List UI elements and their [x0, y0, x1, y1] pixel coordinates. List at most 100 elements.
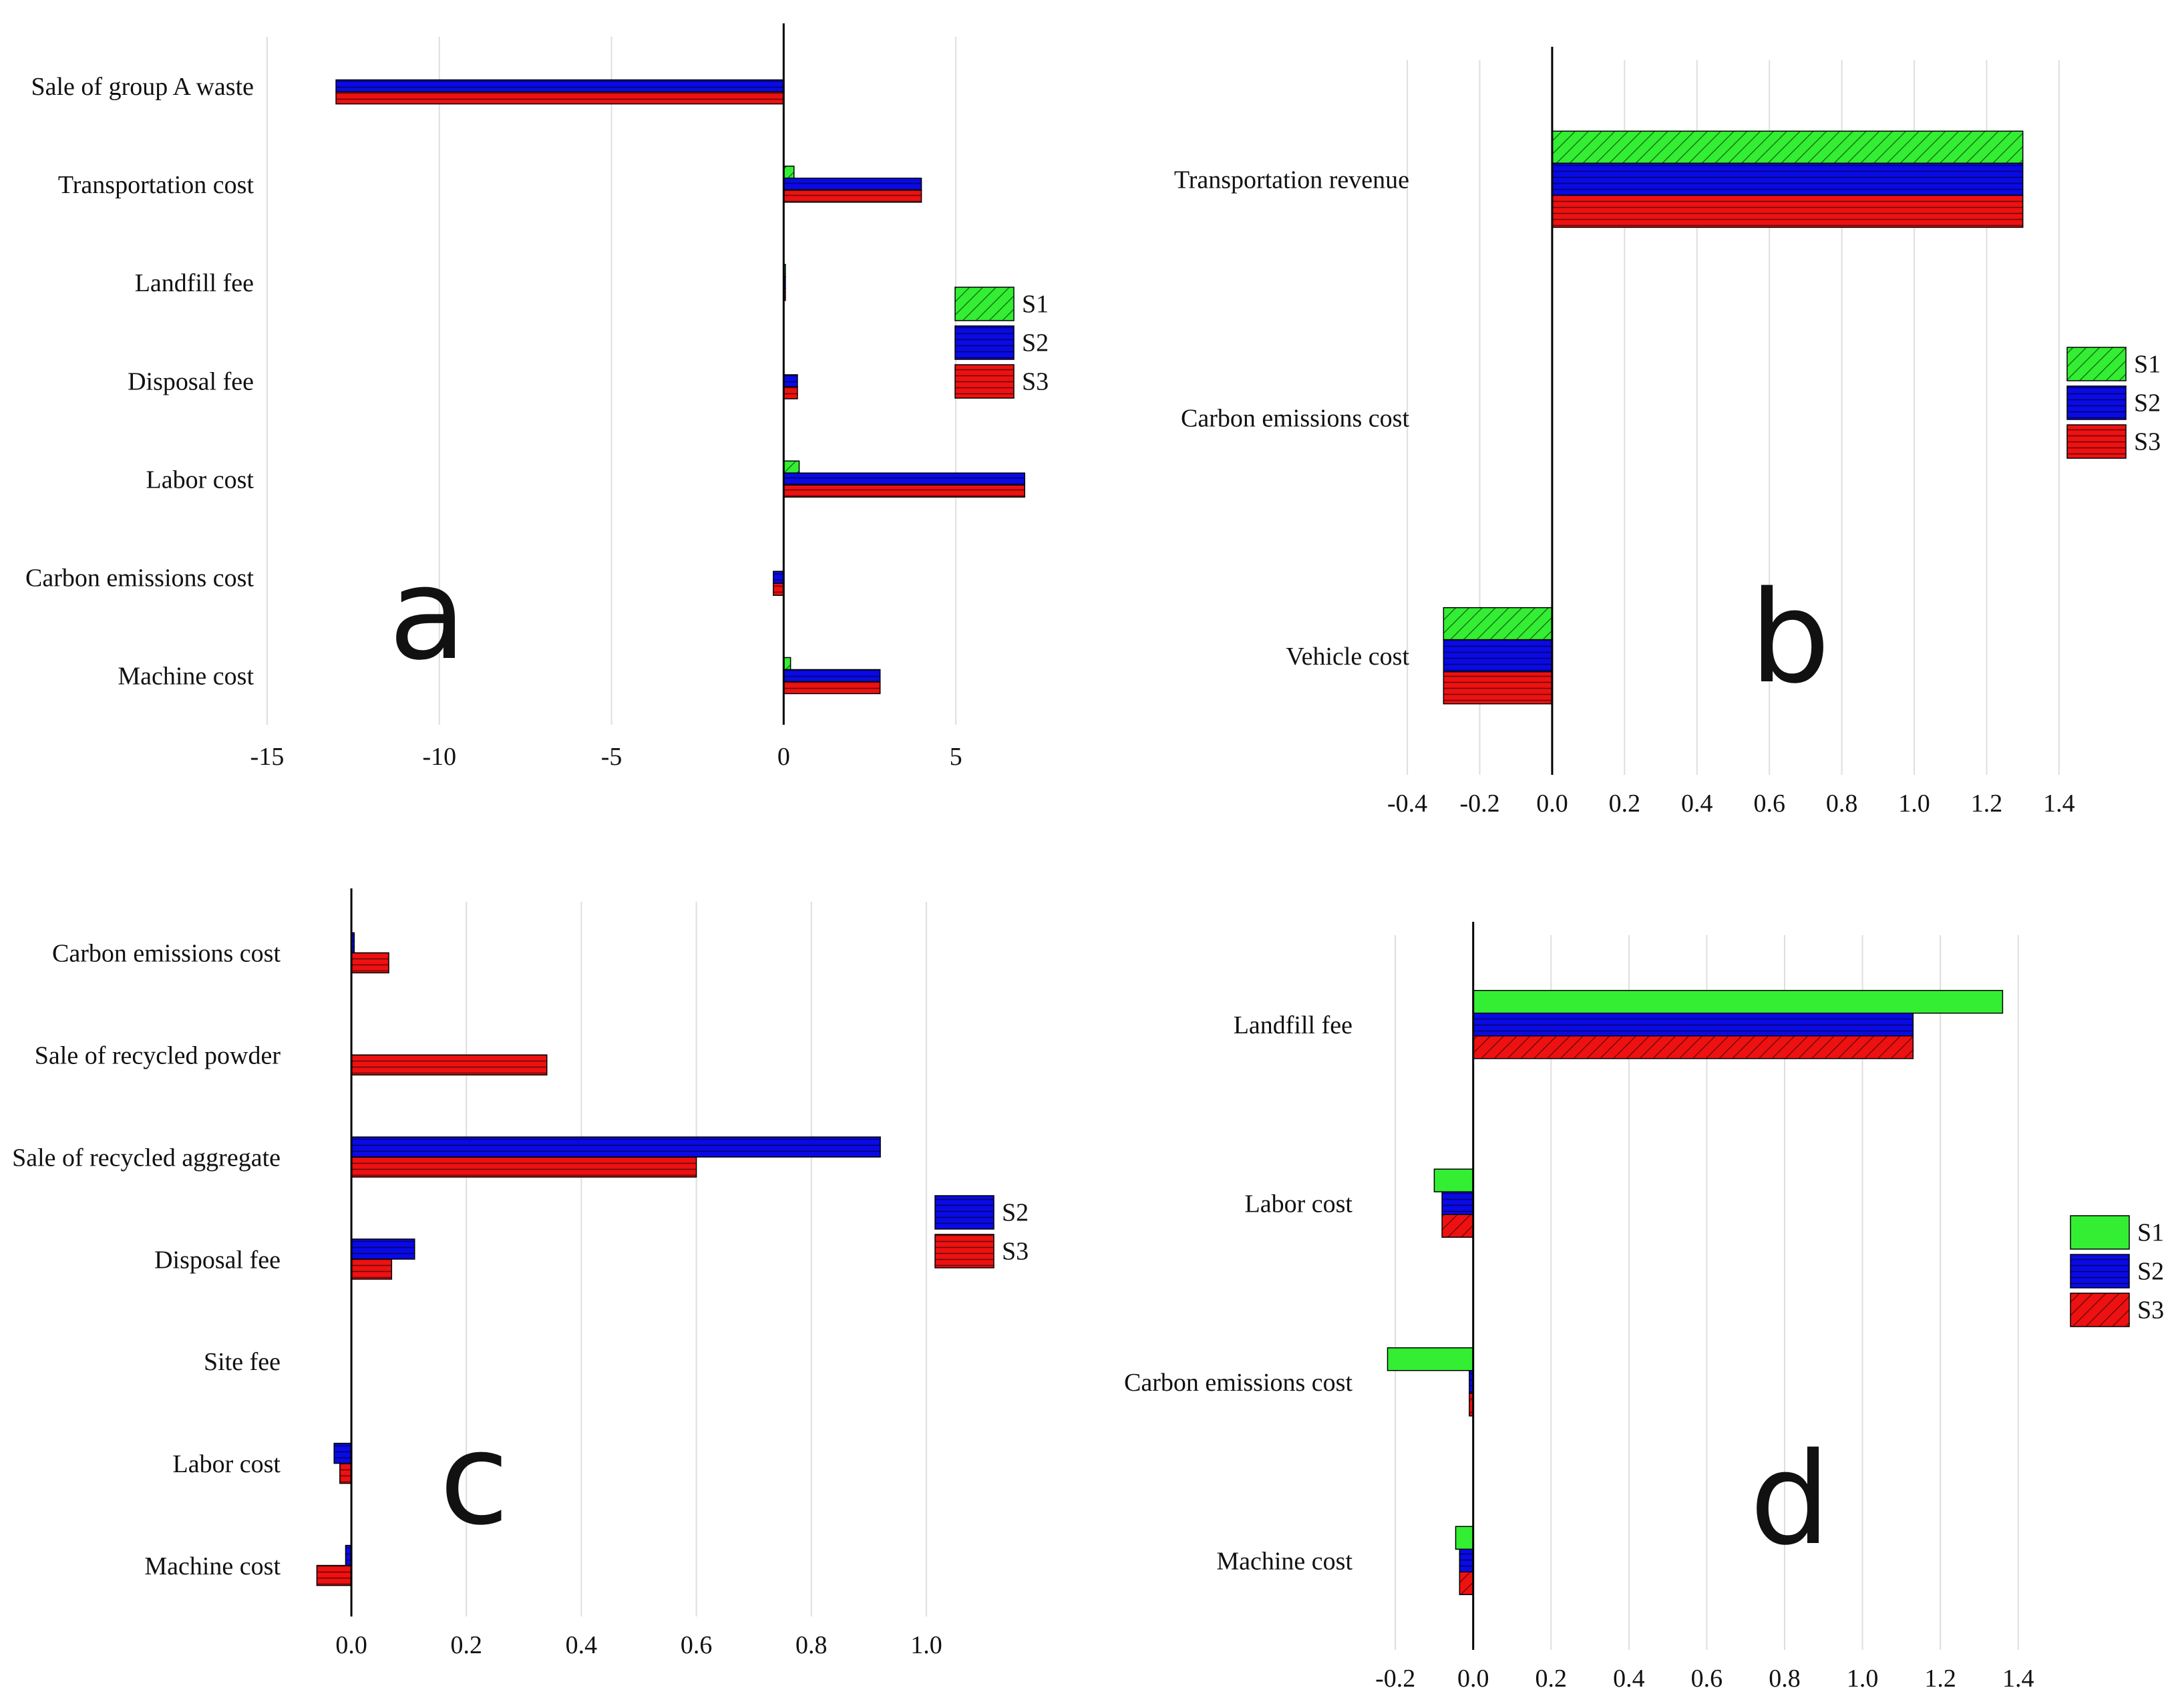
- category-label: Machine cost: [1216, 1548, 1352, 1576]
- category-label: Carbon emissions cost: [1124, 1369, 1352, 1397]
- x-tick-label: 1.0: [1847, 1665, 1879, 1693]
- legend-label-s2: S2: [2134, 389, 2161, 417]
- x-tick-label: 0.8: [1826, 790, 1858, 818]
- category-label: Sale of recycled powder: [35, 1042, 281, 1070]
- bar-hatch-s2-carbon-emissions-cost: [1469, 1370, 1473, 1393]
- bar-hatch-s3-carbon-emissions-cost: [351, 953, 389, 973]
- bar-hatch-s3-labor-cost: [1442, 1214, 1473, 1238]
- bar-hatch-s2-labor-cost: [1442, 1192, 1473, 1215]
- x-tick-label: -0.2: [1459, 790, 1499, 818]
- bar-hatch-s2-landfill-fee: [1473, 1013, 1914, 1036]
- x-tick-label: -0.4: [1387, 790, 1427, 818]
- legend-hatch-s3: [935, 1234, 994, 1268]
- legend-label-s3: S3: [2134, 428, 2161, 456]
- x-tick-label: 1.4: [2002, 1665, 2034, 1693]
- bar-hatch-s3-sale-of-group-a-waste: [336, 92, 784, 104]
- legend-label-s3: S3: [1022, 368, 1049, 396]
- x-tick-label: 1.2: [1971, 790, 2003, 818]
- bar-hatch-s2-machine-cost: [345, 1545, 352, 1566]
- bar-hatch-s3-transportation-cost: [783, 190, 922, 202]
- x-tick-label: 0.2: [1535, 1665, 1568, 1693]
- bar-hatch-s2-sale-of-group-a-waste: [336, 79, 784, 92]
- x-tick-label: 0.2: [451, 1631, 483, 1659]
- bar-hatch-s2-vehicle-cost: [1443, 639, 1552, 672]
- x-tick-label: -0.2: [1375, 1665, 1415, 1693]
- bar-hatch-s1-transportation-revenue: [1552, 131, 2023, 164]
- category-label: Transportation cost: [58, 171, 254, 199]
- bar-hatch-s2-disposal-fee: [351, 1239, 415, 1259]
- category-label: Disposal fee: [154, 1246, 281, 1274]
- legend-label-s3: S3: [2137, 1297, 2164, 1325]
- x-tick-label: 0.6: [1753, 790, 1785, 818]
- bar-hatch-s1-vehicle-cost: [1443, 607, 1552, 640]
- legend: S1 S2 S3: [2070, 1215, 2164, 1327]
- legend-hatch-s2: [935, 1196, 994, 1229]
- x-tick-label: 0.8: [795, 1631, 828, 1659]
- panel-b-bar-chart: Transportation revenue Carbon emissions c…: [1174, 47, 2161, 818]
- category-label: Carbon emissions cost: [52, 940, 281, 968]
- category-label: Labor cost: [1245, 1190, 1353, 1218]
- legend: S1 S2 S3: [2066, 347, 2161, 459]
- bar-hatch-s1-transportation-cost: [783, 166, 794, 178]
- panel-c-bar-chart: Carbon emissions cost Sale of recycled po…: [12, 888, 1029, 1659]
- category-label: Labor cost: [146, 466, 254, 494]
- bar-hatch-s3-transportation-revenue: [1552, 195, 2023, 228]
- bar-s1-machine-cost: [1455, 1526, 1474, 1550]
- legend-hatch-s2: [2070, 1254, 2129, 1288]
- x-tick-label: 0.8: [1769, 1665, 1801, 1693]
- x-tick-label: 0.0: [335, 1631, 367, 1659]
- category-label: Transportation revenue: [1174, 166, 1409, 194]
- category-label: Vehicle cost: [1286, 643, 1409, 671]
- legend-label-s1: S1: [2134, 351, 2161, 379]
- legend-label-s2: S2: [1022, 329, 1049, 357]
- panel-letter: c: [439, 1405, 509, 1553]
- bar-hatch-s3-carbon-emissions-cost: [1469, 1393, 1473, 1416]
- panel-a-bar-chart: Sale of group A waste Transportation cost…: [25, 23, 1049, 771]
- x-tick-label: 0.6: [1691, 1665, 1723, 1693]
- category-label: Machine cost: [118, 663, 254, 691]
- bar-hatch-s3-machine-cost: [783, 681, 880, 694]
- bar-hatch-s3-vehicle-cost: [1443, 671, 1552, 704]
- x-tick-label: 1.2: [1924, 1665, 1956, 1693]
- legend-hatch-s2: [955, 326, 1014, 359]
- legend-label-s1: S1: [2137, 1219, 2164, 1247]
- bar-hatch-s1-labor-cost: [783, 461, 799, 474]
- x-tick-label: -10: [422, 743, 456, 771]
- bar-hatch-s2-machine-cost: [1459, 1549, 1473, 1572]
- bar-hatch-s2-machine-cost: [783, 669, 880, 682]
- bar-s1-landfill-fee: [1472, 990, 2004, 1014]
- category-label: Carbon emissions cost: [1181, 404, 1409, 432]
- x-tick-label: 0.4: [1613, 1665, 1645, 1693]
- bar-hatch-s3-machine-cost: [317, 1565, 352, 1586]
- bar-hatch-s2-transportation-revenue: [1552, 163, 2023, 196]
- category-label: Sale of group A waste: [31, 73, 254, 101]
- legend-label-s3: S3: [1002, 1238, 1029, 1266]
- bar-hatch-s3-sale-of-recycled-powder: [351, 1055, 547, 1075]
- x-tick-label: 5: [950, 743, 962, 771]
- x-tick-label: 0.4: [566, 1631, 598, 1659]
- legend-swatch-s1: [2070, 1215, 2130, 1250]
- bar-hatch-s2-carbon-emissions-cost: [773, 571, 784, 584]
- x-tick-label: 0.2: [1609, 790, 1641, 818]
- bar-hatch-s3-disposal-fee: [783, 387, 797, 399]
- panel-letter: d: [1750, 1425, 1831, 1573]
- legend-label-s1: S1: [1022, 291, 1049, 319]
- x-tick-label: -5: [601, 743, 622, 771]
- legend-hatch-s3: [2070, 1293, 2129, 1327]
- legend-label-s2: S2: [2137, 1258, 2164, 1286]
- x-tick-label: 0.6: [681, 1631, 713, 1659]
- category-label: Site fee: [204, 1348, 281, 1376]
- bar-s1-carbon-emissions-cost: [1387, 1347, 1474, 1371]
- bar-hatch-s1-machine-cost: [783, 657, 791, 670]
- bar-hatch-s2-labor-cost: [334, 1443, 352, 1464]
- x-tick-label: 1.4: [2043, 790, 2075, 818]
- bar-hatch-s2-carbon-emissions-cost: [351, 932, 355, 953]
- x-tick-label: 1.0: [1898, 790, 1930, 818]
- category-label: Labor cost: [173, 1450, 281, 1478]
- x-tick-label: 0: [777, 743, 790, 771]
- x-tick-label: 0.4: [1681, 790, 1713, 818]
- bar-s1-labor-cost: [1433, 1168, 1474, 1192]
- bar-hatch-s2-disposal-fee: [783, 375, 797, 387]
- legend-hatch-s3: [955, 365, 1014, 398]
